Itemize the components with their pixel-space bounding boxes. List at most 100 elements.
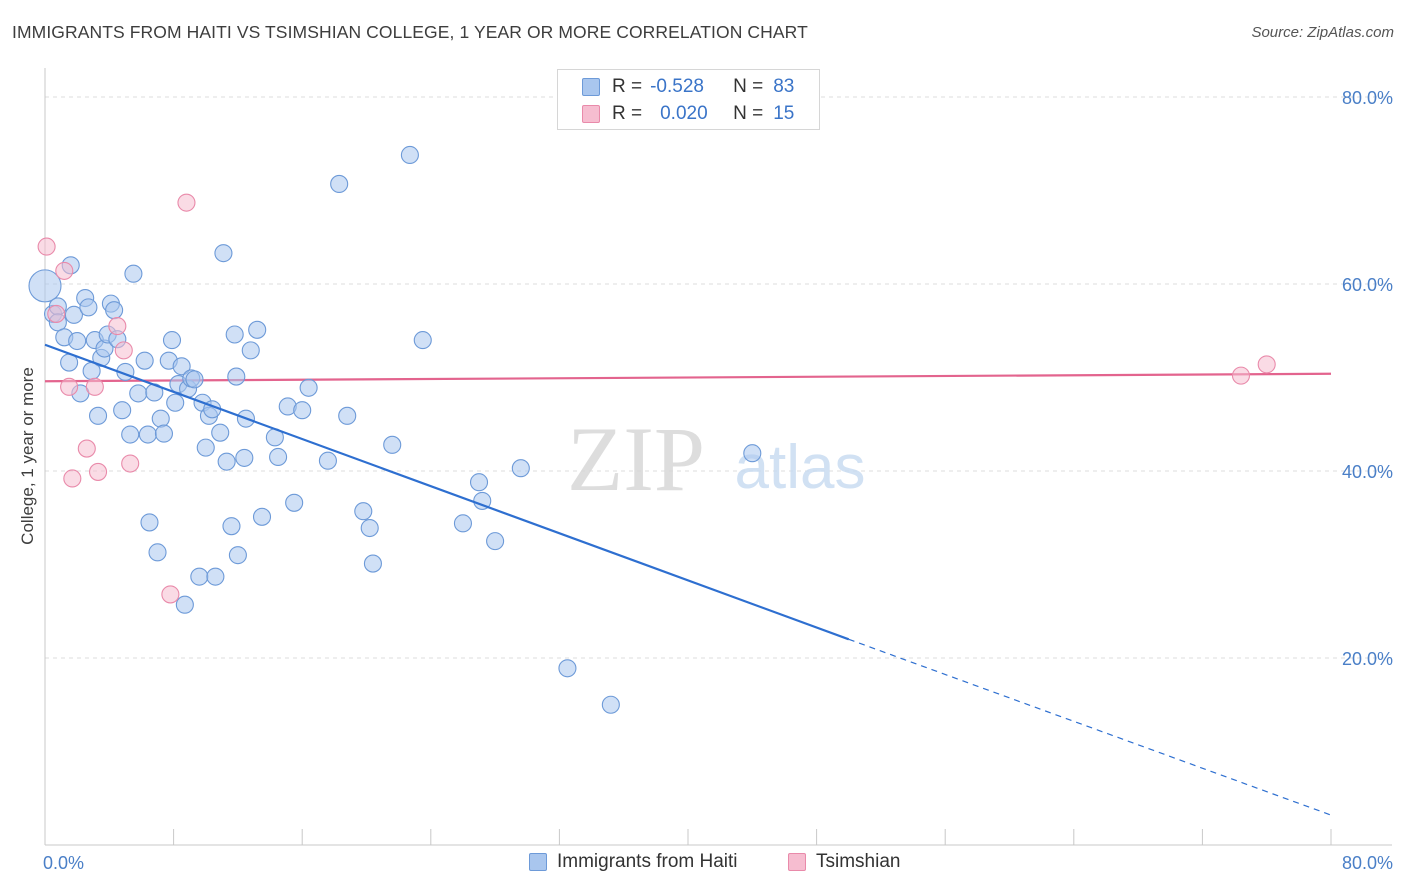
axes	[44, 68, 1392, 846]
legend-swatch-pink	[582, 105, 600, 123]
point-haiti	[79, 298, 98, 317]
point-tsimshian	[63, 469, 82, 488]
legend-row-tsimshian: R = 0.020 N = 15	[582, 101, 794, 127]
point-haiti	[175, 595, 194, 614]
point-haiti	[360, 518, 379, 538]
y-axis-label: College, 1 year or more	[18, 367, 37, 545]
point-haiti	[601, 695, 620, 714]
point-haiti	[148, 543, 167, 562]
point-haiti	[293, 401, 312, 420]
point-haiti	[558, 659, 577, 678]
bottom-legend-tsimshian: Tsimshian	[788, 851, 900, 873]
legend-n-label: N =	[733, 103, 764, 124]
point-haiti	[235, 448, 254, 467]
point-haiti	[138, 425, 157, 444]
point-haiti	[190, 567, 209, 586]
point-haiti	[151, 409, 170, 428]
point-haiti	[285, 493, 304, 512]
x-tick-label: 0.0%	[43, 853, 84, 873]
point-haiti	[453, 514, 473, 533]
point-haiti	[206, 567, 225, 586]
point-haiti	[299, 378, 318, 397]
point-haiti	[140, 513, 159, 532]
point-haiti	[124, 264, 143, 283]
point-haiti	[214, 244, 233, 263]
point-haiti	[413, 331, 432, 350]
point-haiti	[743, 444, 762, 463]
point-haiti	[241, 341, 260, 360]
trend-line-dashed	[848, 638, 1332, 816]
point-haiti	[162, 331, 182, 350]
point-haiti	[154, 424, 174, 443]
point-haiti	[269, 447, 288, 467]
trend-line-haiti	[44, 343, 1332, 816]
point-haiti	[211, 423, 230, 442]
point-haiti	[227, 367, 246, 386]
bottom-legend-label: Tsimshian	[816, 851, 901, 872]
legend-r-value: -0.528	[650, 76, 704, 97]
y-tick-label: 40.0%	[1342, 462, 1393, 482]
y-tick-label: 60.0%	[1342, 275, 1393, 295]
source-label: Source: ZipAtlas.com	[1251, 24, 1394, 41]
bottom-legend-swatch-blue	[529, 853, 547, 871]
point-haiti	[121, 425, 140, 444]
chart-title: IMMIGRANTS FROM HAITI VS TSIMSHIAN COLLE…	[12, 22, 808, 42]
point-tsimshian	[47, 304, 66, 323]
point-haiti	[252, 507, 272, 526]
legend-n-value: 83	[773, 76, 795, 97]
point-haiti	[129, 384, 148, 403]
x-tick-labels: 0.0% 80.0%	[43, 853, 1393, 873]
point-tsimshian	[60, 377, 79, 396]
point-tsimshian	[55, 261, 74, 280]
point-haiti	[105, 301, 124, 320]
point-tsimshian	[1231, 366, 1251, 385]
watermark: ZIP atlas	[567, 408, 865, 510]
point-haiti	[28, 269, 62, 303]
point-tsimshian	[88, 462, 108, 481]
point-haiti	[185, 370, 204, 389]
point-tsimshian	[85, 377, 104, 396]
point-haiti	[354, 502, 373, 521]
point-haiti	[511, 459, 530, 478]
grid-lines	[45, 96, 1392, 659]
legend-r-label: R =	[612, 76, 643, 97]
x-tick-label: 80.0%	[1342, 853, 1393, 873]
point-haiti	[225, 325, 244, 344]
bottom-legend-swatch-pink	[788, 853, 806, 871]
legend-n-value: 15	[773, 103, 795, 124]
point-haiti	[217, 452, 236, 471]
trend-line-tsimshian	[44, 372, 1332, 383]
point-haiti	[363, 554, 382, 573]
point-haiti	[400, 145, 419, 165]
point-haiti	[330, 174, 349, 194]
point-haiti	[486, 532, 505, 551]
legend-n-label: N =	[733, 76, 764, 97]
y-tick-label: 80.0%	[1342, 88, 1393, 108]
point-tsimshian	[121, 454, 140, 473]
point-haiti	[166, 393, 185, 412]
point-haiti	[88, 406, 108, 425]
point-haiti	[248, 320, 267, 339]
point-haiti	[113, 401, 132, 420]
y-tick-label: 20.0%	[1342, 649, 1393, 669]
point-tsimshian	[177, 193, 196, 212]
point-haiti	[172, 357, 191, 376]
point-haiti	[222, 517, 241, 536]
point-tsimshian	[108, 317, 127, 336]
point-haiti	[338, 406, 357, 425]
point-haiti	[318, 451, 337, 470]
point-haiti	[135, 351, 154, 370]
bottom-legend-haiti: Immigrants from Haiti	[529, 851, 738, 873]
data-points	[28, 145, 1276, 714]
watermark-zip: ZIP	[567, 408, 705, 510]
y-tick-labels: 20.0% 40.0% 60.0% 80.0%	[1342, 88, 1393, 669]
trend-line-solid	[44, 343, 850, 641]
point-haiti	[469, 473, 489, 492]
bottom-legend-label: Immigrants from Haiti	[557, 851, 738, 872]
legend-r-value: 0.020	[660, 103, 708, 124]
point-tsimshian	[161, 585, 180, 604]
point-haiti	[64, 305, 83, 324]
legend-row-haiti: R = -0.528 N = 83	[582, 74, 794, 100]
point-haiti	[196, 438, 215, 457]
